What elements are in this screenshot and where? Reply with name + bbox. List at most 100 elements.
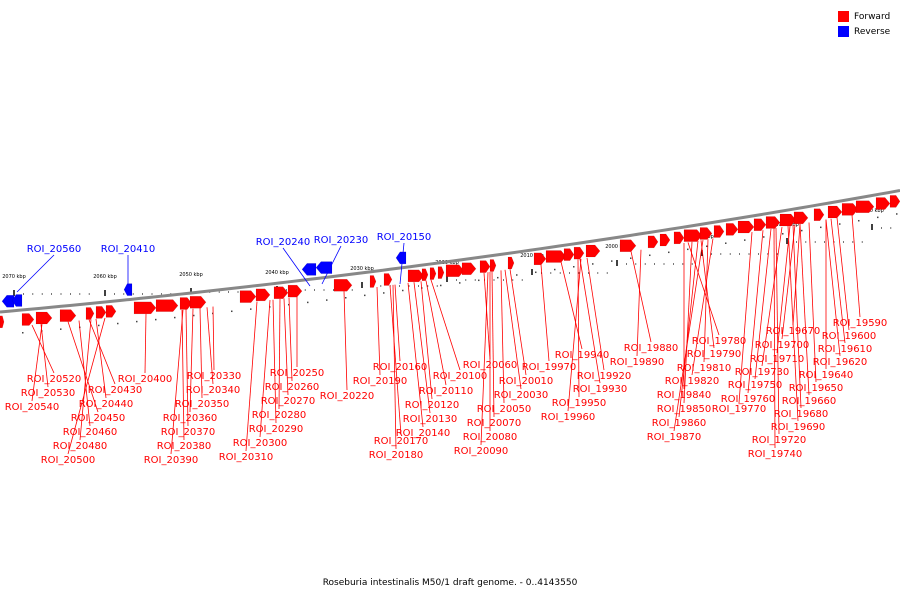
label-leader — [773, 228, 776, 449]
ruler-label: 2010 kbp — [520, 253, 544, 259]
gene-label: ROI_20480 — [53, 441, 108, 452]
position-dot — [573, 266, 575, 268]
forward-gene — [813, 208, 825, 222]
ruler-label: 2040 kbp — [265, 270, 289, 276]
position-dot — [744, 239, 746, 241]
forward-swatch — [838, 11, 849, 22]
forward-gene — [333, 278, 353, 292]
position-dot — [326, 299, 328, 301]
label-leader — [189, 308, 194, 413]
label-leader — [31, 324, 43, 402]
label-leader — [430, 279, 461, 371]
gene-label: ROI_20430 — [88, 385, 143, 396]
gene-label: ROI_20160 — [373, 362, 428, 373]
gene-label: ROI_20450 — [71, 413, 126, 424]
legend-forward: Forward — [838, 9, 890, 24]
position-dot — [22, 331, 24, 334]
position-dot — [402, 289, 404, 292]
label-leader — [259, 300, 271, 438]
label-leader — [636, 249, 642, 357]
gene-label: ROI_20540 — [5, 402, 60, 413]
label-leader — [491, 271, 495, 418]
gene-label: ROI_19770 — [712, 404, 767, 415]
position-dot — [801, 229, 803, 232]
ruler-label: 2060 kbp — [93, 274, 117, 280]
forward-gene — [59, 309, 77, 322]
gene-label: ROI_19870 — [647, 432, 702, 443]
label-leader — [399, 242, 405, 285]
reverse-gene — [301, 263, 317, 276]
label-leader — [673, 239, 704, 432]
forward-gene — [889, 195, 900, 208]
gene-label: ROI_19650 — [789, 383, 844, 394]
position-dot — [117, 322, 119, 325]
gene-label: ROI_19860 — [652, 418, 707, 429]
label-leader — [792, 223, 801, 326]
gene-label: ROI_20290 — [249, 424, 304, 435]
forward-gene — [793, 211, 809, 225]
forward-gene — [737, 220, 755, 234]
label-leader — [394, 284, 401, 362]
forward-gene — [855, 200, 875, 213]
forward-gene — [461, 262, 477, 276]
forward-gene — [507, 256, 515, 270]
gene-label: ROI_19710 — [750, 354, 805, 365]
forward-gene — [189, 295, 207, 309]
genes — [0, 195, 900, 334]
gene-label: ROI_20440 — [79, 399, 134, 410]
label-leader — [678, 240, 699, 418]
gene-label: ROI_20190 — [353, 376, 408, 387]
reverse-gene — [315, 261, 333, 274]
gene-label: ROI_20300 — [233, 438, 288, 449]
position-dot — [839, 223, 841, 225]
gene-label: ROI_19790 — [687, 349, 742, 360]
label-leader — [540, 264, 550, 362]
gene-label: ROI_20280 — [252, 410, 307, 421]
forward-gene — [85, 307, 95, 320]
gene-label: ROI_20030 — [494, 390, 549, 401]
label-leader — [376, 286, 381, 376]
gene-label: ROI_20050 — [477, 404, 532, 415]
forward-gene — [563, 248, 575, 261]
gene-label: ROI_20120 — [405, 400, 460, 411]
label-leader — [185, 309, 189, 427]
label-leader — [700, 240, 715, 349]
forward-gene — [383, 273, 393, 286]
gene-label: ROI_20110 — [419, 386, 474, 397]
label-leader — [272, 299, 277, 424]
gene-label: ROI_20400 — [118, 374, 173, 385]
position-dot — [288, 303, 290, 306]
label-leader — [483, 272, 491, 360]
forward-gene — [533, 252, 547, 266]
gene-label: ROI_19620 — [813, 357, 868, 368]
position-dot — [858, 219, 860, 222]
position-dot — [554, 268, 556, 271]
gene-label: ROI_19940 — [555, 350, 610, 361]
gene-label: ROI_19850 — [657, 404, 712, 415]
position-dot — [364, 294, 366, 297]
position-dot — [155, 318, 157, 321]
label-leader — [78, 320, 91, 427]
label-leader — [245, 301, 258, 452]
gene-label: ROI_20380 — [157, 441, 212, 452]
legend-forward-label: Forward — [854, 11, 891, 22]
forward-gene — [105, 305, 117, 318]
forward-gene — [429, 267, 437, 280]
gene-label: ROI_19750 — [728, 380, 783, 391]
ruler-label: 1970 kbp — [860, 208, 884, 214]
position-dot — [725, 242, 727, 244]
forward-gene — [699, 227, 713, 240]
label-leader — [67, 317, 106, 455]
label-leader — [703, 239, 709, 363]
label-leader — [170, 309, 184, 455]
reverse-gene — [395, 251, 407, 265]
gene-label: ROI_19680 — [774, 409, 829, 420]
label-leader — [776, 225, 791, 354]
gene-label: ROI_20500 — [41, 455, 96, 466]
position-dot — [516, 274, 518, 276]
forward-gene — [407, 269, 425, 283]
label-leader — [500, 270, 505, 404]
gene-label: ROI_20250 — [270, 368, 325, 379]
position-dot — [896, 213, 898, 215]
label-leader — [321, 245, 342, 285]
